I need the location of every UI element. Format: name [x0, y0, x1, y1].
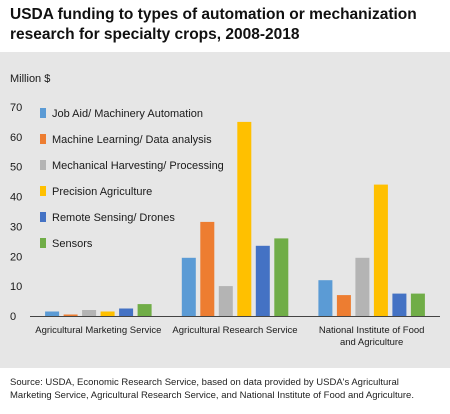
legend-label: Precision Agriculture	[52, 186, 152, 198]
bar	[82, 310, 97, 316]
bar	[119, 308, 134, 316]
bar	[355, 257, 370, 316]
legend-label: Job Aid/ Machinery Automation	[52, 108, 203, 120]
legend-swatch	[40, 212, 46, 222]
chart-panel: Million $ 0 10 20 30 40 50 60 70 Agricultural M…	[0, 52, 450, 368]
chart-legend: Job Aid/ Machinery Automation Machine Lea…	[40, 108, 224, 250]
source-note: Source: USDA, Economic Research Service,…	[10, 377, 414, 401]
y-tick-label: 20	[10, 251, 22, 263]
bar	[100, 311, 115, 316]
bar	[45, 311, 60, 316]
bar	[336, 295, 351, 316]
y-tick-label: 0	[10, 311, 16, 323]
legend-label: Remote Sensing/ Drones	[52, 212, 175, 224]
bar	[410, 293, 425, 316]
legend-label: Machine Learning/ Data analysis	[52, 134, 212, 146]
legend-swatch	[40, 108, 46, 118]
bar	[200, 221, 215, 316]
legend-swatch	[40, 238, 46, 248]
x-axis-labels: Agricultural Marketing Service Agricultur…	[35, 325, 424, 348]
bar	[63, 314, 78, 316]
chart-header: USDA funding to types of automation or m…	[0, 0, 450, 52]
bar	[218, 286, 233, 316]
y-tick-label: 30	[10, 221, 22, 233]
y-axis-ticks: 0 10 20 30 40 50 60 70	[10, 102, 22, 323]
legend-swatch	[40, 186, 46, 196]
bar-series	[45, 121, 425, 317]
bar	[392, 293, 407, 316]
bar	[237, 121, 252, 317]
chart-footer: Source: USDA, Economic Research Service,…	[0, 368, 450, 414]
x-tick-label: Agricultural Research Service	[172, 325, 297, 336]
y-tick-label: 70	[10, 102, 22, 114]
bar	[373, 184, 388, 316]
chart-title: USDA funding to types of automation or m…	[10, 6, 417, 43]
bar	[318, 280, 333, 316]
legend-label: Sensors	[52, 238, 93, 250]
legend-swatch	[40, 160, 46, 170]
legend-swatch	[40, 134, 46, 144]
x-tick-label: National Institute of Food and Agricultur…	[319, 325, 425, 348]
bar-chart: Million $ 0 10 20 30 40 50 60 70 Agricultural M…	[10, 73, 440, 348]
y-tick-label: 40	[10, 192, 22, 204]
bar	[137, 304, 152, 316]
bar	[274, 238, 289, 316]
y-tick-label: 50	[10, 162, 22, 174]
y-axis-label: Million $	[10, 73, 50, 85]
y-tick-label: 10	[10, 281, 22, 293]
legend-label: Mechanical Harvesting/ Processing	[52, 160, 224, 172]
bar	[255, 245, 270, 316]
y-tick-label: 60	[10, 132, 22, 144]
x-tick-label: Agricultural Marketing Service	[35, 325, 161, 336]
bar	[181, 257, 196, 316]
